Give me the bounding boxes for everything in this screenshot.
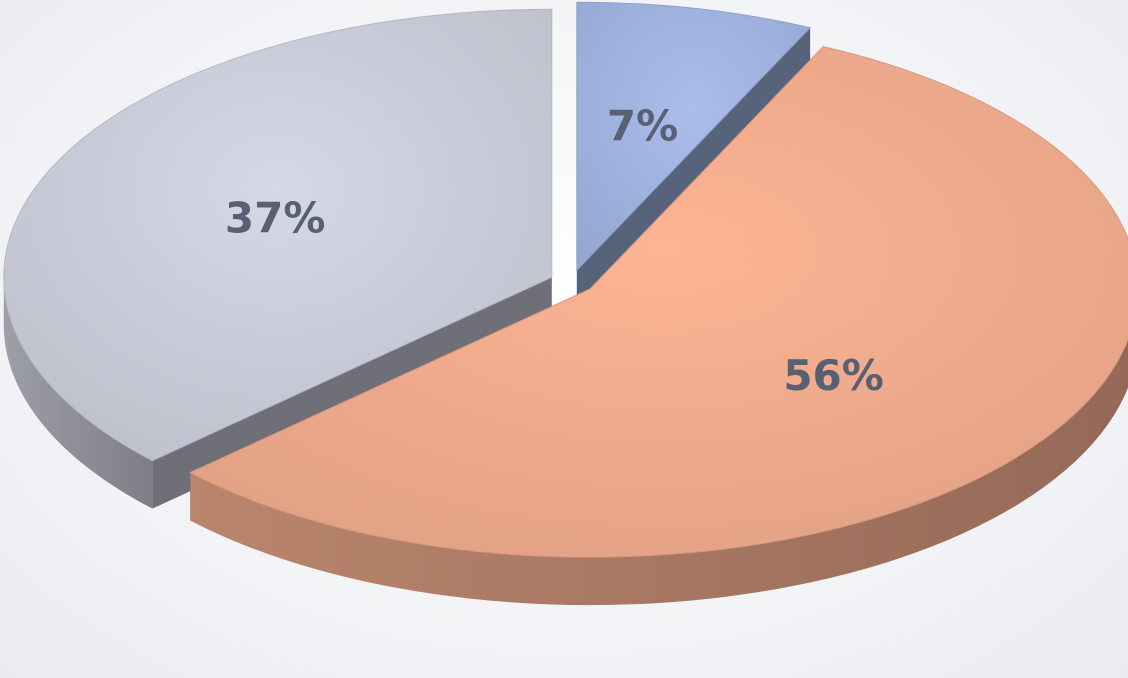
slice-label-1: 7% — [607, 101, 678, 150]
slice-2-rim — [190, 339, 1128, 606]
pie-label-layer: 7% 56% 37% — [225, 101, 884, 400]
slice-3-rim — [3, 277, 153, 509]
pie-top-layer — [3, 1, 1128, 558]
pie-slice-2 — [189, 46, 1128, 558]
slice-label-2: 56% — [783, 351, 884, 400]
pie-slice-1 — [576, 1, 812, 272]
slice-label-3: 37% — [225, 194, 326, 243]
pie-slice-3 — [3, 8, 553, 462]
